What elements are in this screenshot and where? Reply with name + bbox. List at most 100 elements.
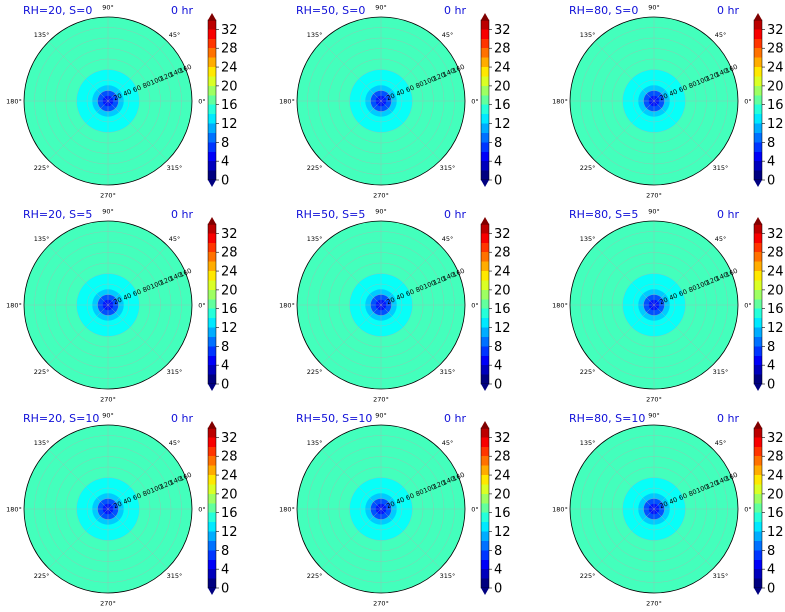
polar-frame [569, 424, 739, 594]
angular-gridline [653, 245, 714, 306]
colorbar-tick-label: 12 [767, 117, 784, 132]
colorbar-tick-label: 28 [767, 42, 784, 57]
colorbar-tick-label: 16 [221, 302, 238, 317]
angle-tick-label: 135° [307, 235, 323, 243]
angular-gridline [107, 304, 168, 365]
colorbar-tick-label: 24 [494, 469, 511, 484]
colorbar-tick-label: 0 [767, 174, 775, 189]
colorbar-max-arrow [481, 217, 489, 224]
angular-gridline [594, 508, 655, 569]
radial-tick-label: 20 [658, 296, 669, 307]
colorbar-min-arrow [481, 180, 489, 187]
angle-tick-label: 0° [471, 506, 478, 514]
angle-tick-label: 180° [552, 302, 568, 310]
radial-tick-label: 20 [385, 500, 396, 511]
angle-tick-label: 90° [102, 208, 114, 216]
colorbar-tick-label: 24 [221, 61, 238, 76]
angle-tick-label: 0° [744, 506, 751, 514]
angle-tick-label: 315° [440, 164, 456, 172]
colorbar-max-arrow [481, 13, 489, 20]
colorbar-tick-label: 0 [767, 378, 775, 393]
colorbar-tick-label: 32 [767, 227, 784, 242]
angle-tick-label: 45° [715, 235, 727, 243]
time-label: 0 hr [444, 412, 466, 425]
polar-frame [296, 424, 466, 594]
radial-tick-label: 80 [687, 80, 698, 91]
colorbar-tick-label: 24 [221, 265, 238, 280]
polar-frame [23, 220, 193, 390]
angle-tick-label: 135° [34, 439, 50, 447]
angle-tick-label: 315° [713, 572, 729, 580]
angle-tick-label: 45° [442, 235, 454, 243]
polar-panel: 90°135°180°225°270°315°0°45°204060801001… [6, 208, 237, 404]
angular-gridline [48, 304, 109, 365]
radial-tick-label: 40 [668, 292, 679, 303]
radial-tick-label: 80 [414, 284, 425, 295]
radial-tick-label: 60 [405, 492, 416, 503]
colorbar-max-arrow [754, 217, 762, 224]
angle-tick-label: 90° [648, 4, 660, 12]
angular-gridline [48, 449, 109, 510]
angular-gridline [321, 449, 382, 510]
colorbar-tick-label: 20 [221, 487, 238, 502]
colorbar-tick-label: 8 [221, 340, 229, 355]
polar-panel: 90°135°180°225°270°315°0°45°204060801001… [279, 4, 510, 200]
radial-tick-label: 40 [122, 496, 133, 507]
angle-tick-label: 180° [6, 506, 22, 514]
angle-tick-label: 0° [198, 302, 205, 310]
colorbar-tick-label: 8 [767, 544, 775, 559]
radial-tick-label: 80 [687, 284, 698, 295]
polar-panel: 90°135°180°225°270°315°0°45°204060801001… [279, 412, 510, 608]
radial-tick-label: 20 [658, 92, 669, 103]
colorbar-tick-label: 20 [221, 79, 238, 94]
colorbar: 0 4 8 12 16 20 24 28 32 [753, 217, 784, 393]
colorbar-tick-label: 16 [767, 506, 784, 521]
polar-panel: 90°135°180°225°270°315°0°45°204060801001… [6, 4, 237, 200]
angle-tick-label: 315° [167, 164, 183, 172]
angle-tick-label: 90° [102, 412, 114, 420]
colorbar-tick-label: 8 [767, 136, 775, 151]
colorbar-tick-label: 24 [767, 265, 784, 280]
colorbar-tick-label: 24 [767, 469, 784, 484]
polar-frame [569, 16, 739, 186]
colorbar: 0 4 8 12 16 20 24 28 32 [480, 421, 511, 597]
angle-tick-label: 225° [580, 164, 596, 172]
panel-title: RH=80, S=10 [569, 412, 645, 425]
colorbar-tick-label: 32 [767, 431, 784, 446]
colorbar-tick-label: 4 [767, 359, 775, 374]
colorbar-tick-label: 28 [221, 42, 238, 57]
colorbar-tick-label: 12 [221, 117, 238, 132]
angular-gridline [380, 449, 441, 510]
angle-tick-label: 135° [34, 31, 50, 39]
colorbar-tick-label: 8 [221, 544, 229, 559]
colorbar-tick-label: 8 [494, 136, 502, 151]
colorbar-tick-label: 0 [221, 582, 229, 597]
colorbar-tick-label: 32 [221, 431, 238, 446]
colorbar-min-arrow [208, 588, 216, 595]
angle-tick-label: 0° [471, 302, 478, 310]
radial-tick-label: 60 [132, 492, 143, 503]
angle-tick-label: 45° [169, 31, 181, 39]
colorbar-tick-label: 4 [221, 563, 229, 578]
radial-tick-label: 20 [385, 92, 396, 103]
colorbar-tick-label: 8 [494, 340, 502, 355]
angle-tick-label: 270° [373, 600, 389, 608]
colorbar-tick-label: 16 [767, 98, 784, 113]
colorbar-tick-label: 12 [767, 525, 784, 540]
colorbar-max-arrow [208, 217, 216, 224]
panel-title: RH=50, S=10 [296, 412, 372, 425]
radial-tick-label: 20 [112, 92, 123, 103]
panel-title: RH=80, S=5 [569, 208, 638, 221]
angular-gridline [594, 100, 655, 161]
colorbar-tick-label: 16 [494, 506, 511, 521]
colorbar-tick-label: 32 [221, 227, 238, 242]
colorbar-tick-label: 0 [221, 378, 229, 393]
angle-tick-label: 270° [100, 600, 116, 608]
colorbar-tick-label: 4 [767, 155, 775, 170]
time-label: 0 hr [717, 412, 739, 425]
colorbar-tick-label: 12 [767, 321, 784, 336]
panel-title: RH=20, S=5 [23, 208, 92, 221]
panel-title: RH=20, S=0 [23, 4, 92, 17]
colorbar-gradient [480, 223, 490, 385]
angular-gridline [594, 245, 655, 306]
